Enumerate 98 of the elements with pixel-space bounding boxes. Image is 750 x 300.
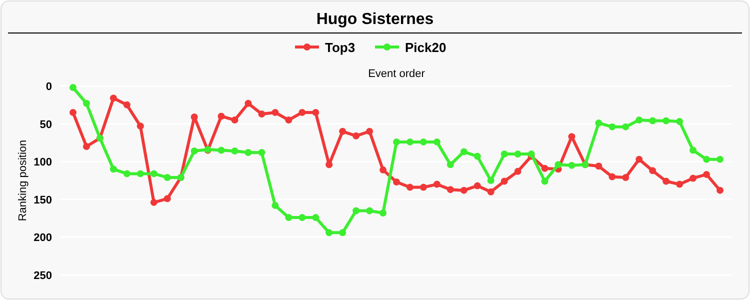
point: [608, 123, 616, 130]
point: [716, 186, 724, 194]
point: [446, 186, 454, 194]
point: [500, 150, 508, 158]
point: [622, 174, 630, 181]
point: [690, 174, 697, 182]
point: [703, 170, 710, 178]
point: [110, 166, 117, 173]
point: [231, 116, 238, 124]
point: [636, 116, 643, 124]
point: [420, 184, 427, 191]
point: [312, 214, 320, 222]
point: [366, 128, 374, 135]
point: [218, 146, 225, 154]
point: [82, 100, 90, 107]
point: [662, 178, 670, 185]
legend-label: Pick20: [405, 40, 446, 55]
point: [393, 178, 400, 186]
chart-title: Hugo Sisternes: [316, 11, 434, 28]
point: [514, 168, 522, 175]
point: [123, 170, 130, 178]
point: [190, 113, 198, 120]
point: [218, 112, 225, 120]
point: [272, 108, 279, 116]
point: [608, 173, 616, 180]
point: [244, 149, 252, 156]
point: [110, 94, 117, 102]
point: [622, 123, 630, 130]
y-tick-label: 50: [40, 118, 52, 131]
point: [554, 161, 562, 168]
point: [568, 133, 576, 140]
point: [446, 161, 454, 168]
point: [285, 116, 292, 124]
point: [339, 229, 346, 236]
point: [474, 152, 481, 160]
point: [298, 214, 306, 222]
point: [258, 110, 266, 118]
point: [541, 178, 548, 185]
y-tick-label: 150: [34, 194, 52, 206]
point: [420, 138, 427, 146]
point: [406, 184, 414, 191]
point: [258, 149, 266, 156]
point: [393, 138, 400, 146]
point: [164, 174, 171, 181]
point: [514, 150, 522, 158]
point: [339, 128, 346, 135]
point: [352, 132, 360, 140]
y-axis-title: Ranking position: [17, 140, 29, 222]
point: [380, 210, 387, 217]
y-tick-label: 100: [34, 156, 52, 169]
point: [150, 170, 158, 178]
point: [352, 207, 360, 214]
point: [298, 108, 306, 116]
point: [244, 100, 252, 107]
point: [568, 162, 576, 169]
point: [500, 178, 508, 185]
point: [716, 156, 724, 163]
point: [366, 207, 374, 214]
point: [690, 146, 697, 154]
point: [460, 148, 468, 156]
point: [636, 156, 643, 163]
point: [190, 148, 198, 155]
point: [312, 108, 320, 116]
point: [474, 182, 481, 190]
point: [380, 166, 387, 174]
y-tick-label: 250: [34, 270, 52, 282]
legend-label: Top3: [325, 40, 356, 55]
point: [595, 162, 602, 170]
point: [70, 84, 76, 92]
point: [123, 101, 130, 108]
point: [285, 214, 292, 222]
point: [406, 138, 414, 146]
point: [136, 170, 144, 178]
y-tick-label: 200: [34, 232, 52, 244]
point: [662, 117, 670, 124]
point: [433, 138, 440, 146]
point: [136, 122, 144, 130]
point: [649, 167, 656, 174]
point: [231, 148, 238, 155]
point: [487, 177, 494, 184]
point: [649, 117, 656, 124]
point: [703, 156, 710, 163]
point: [487, 188, 494, 196]
point: [595, 120, 602, 127]
point: [676, 118, 684, 126]
point: [150, 198, 158, 206]
point: [326, 161, 333, 168]
point: [326, 229, 333, 236]
point: [82, 142, 90, 150]
y-tick-label: 0: [46, 81, 52, 93]
point: [433, 180, 440, 188]
point: [541, 164, 548, 172]
point: [676, 180, 684, 188]
point: [70, 108, 76, 116]
x-axis-title: Event order: [368, 68, 426, 80]
point: [164, 195, 171, 202]
point: [460, 186, 468, 194]
point: [272, 202, 279, 209]
